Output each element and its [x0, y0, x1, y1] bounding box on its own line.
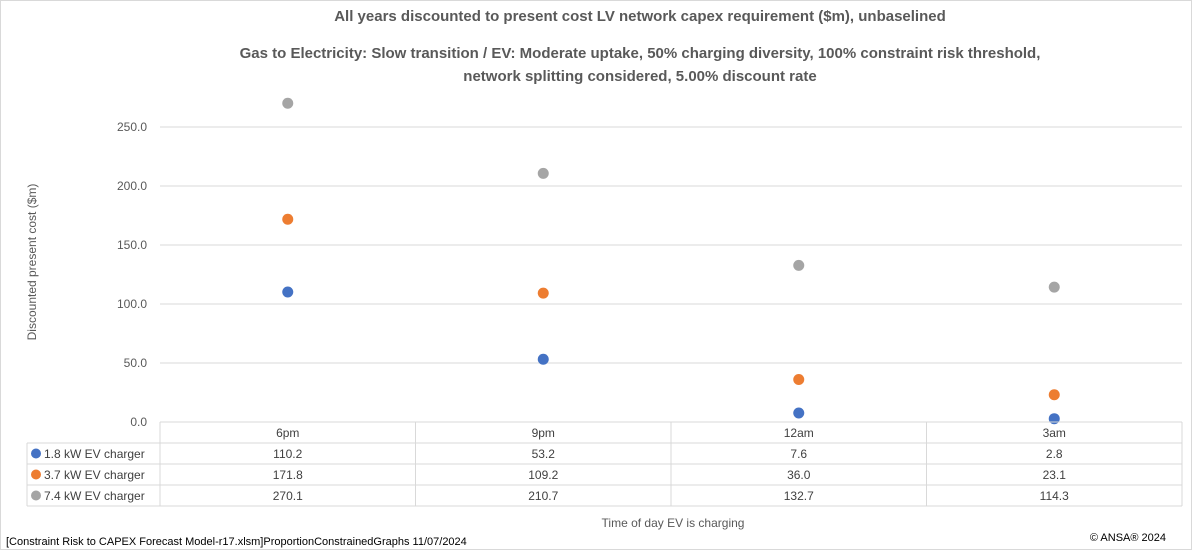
data-point: [537, 353, 549, 365]
y-tick-label: 0.0: [130, 415, 147, 429]
table-value: 23.1: [1043, 468, 1067, 482]
table-value: 7.6: [790, 447, 807, 461]
table-value: 2.8: [1046, 447, 1063, 461]
table-value: 210.7: [528, 489, 558, 503]
category-label: 12am: [784, 426, 814, 440]
y-tick-label: 250.0: [117, 120, 147, 134]
data-point: [537, 167, 549, 179]
table-value: 109.2: [528, 468, 558, 482]
legend-marker: [31, 448, 41, 459]
data-point: [793, 407, 805, 419]
x-axis-label: Time of day EV is charging: [602, 516, 745, 530]
table-value: 110.2: [273, 447, 302, 461]
y-tick-labels: 0.0 50.0 100.0 150.0 200.0 250.0: [117, 120, 147, 429]
y-tick-label: 200.0: [117, 179, 147, 193]
data-point: [793, 259, 805, 271]
legend-entry: 1.8 kW EV charger: [44, 447, 145, 461]
category-label: 9pm: [532, 426, 555, 440]
table-value: 132.7: [784, 489, 814, 503]
table-value: 53.2: [532, 447, 556, 461]
legend-entry: 7.4 kW EV charger: [44, 489, 145, 503]
data-point: [537, 287, 549, 299]
y-axis-label: Discounted present cost ($m): [25, 184, 39, 341]
data-point: [282, 286, 294, 298]
data-point: [1048, 281, 1060, 293]
chart-title-line-2: Gas to Electricity: Slow transition / EV…: [240, 45, 1041, 62]
legend-entry: 3.7 kW EV charger: [44, 468, 145, 482]
data-table: 6pm 9pm 12am 3am 1.8 kW EV charger 110.2 53.2 7…: [26, 421, 1183, 507]
category-label: 3am: [1043, 426, 1066, 440]
table-value: 36.0: [787, 468, 811, 482]
y-tick-label: 50.0: [124, 356, 148, 370]
data-point: [1048, 389, 1060, 401]
legend-marker: [31, 490, 41, 501]
data-points: [282, 97, 1060, 425]
copyright-note: © ANSA® 2024: [1090, 532, 1166, 544]
data-point: [282, 97, 294, 109]
chart-title-line-3: network splitting considered, 5.00% disc…: [463, 68, 816, 85]
table-value: 171.8: [273, 468, 303, 482]
y-tick-label: 150.0: [117, 238, 147, 252]
data-point: [793, 374, 805, 386]
table-value: 270.1: [273, 489, 303, 503]
category-label: 6pm: [276, 426, 299, 440]
data-point: [282, 213, 294, 225]
source-note: [Constraint Risk to CAPEX Forecast Model…: [6, 536, 467, 548]
chart-title-line-1: All years discounted to present cost LV …: [334, 8, 946, 25]
table-value: 114.3: [1040, 489, 1069, 503]
data-point: [1048, 413, 1060, 425]
legend-marker: [31, 469, 41, 480]
y-tick-label: 100.0: [117, 297, 147, 311]
